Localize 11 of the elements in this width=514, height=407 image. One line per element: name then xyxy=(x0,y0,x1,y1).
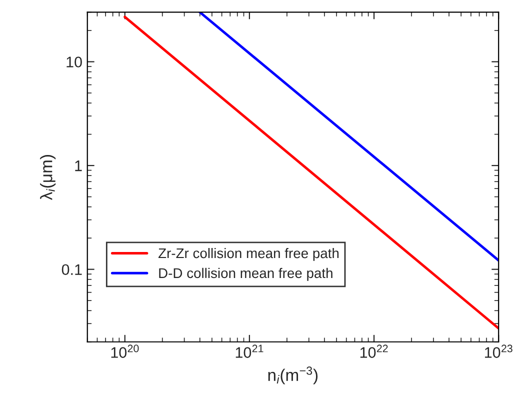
x-tick-label: 10$^{21}$ xyxy=(236,344,264,358)
legend-label: Zr-Zr collision mean free path xyxy=(158,248,339,261)
x-tick-label: 10$^{23}$ xyxy=(485,344,512,358)
y-tick-label: 10 xyxy=(66,56,82,68)
y-tick-label: 1 xyxy=(75,160,82,172)
x-tick-label: 10$^{22}$ xyxy=(360,344,388,358)
x-axis-title: n$_{i}$(m$^{−3}$) xyxy=(268,366,318,384)
x-tick-label: 10$^{20}$ xyxy=(111,344,139,358)
legend-label: D-D collision mean free path xyxy=(159,268,332,281)
y-axis-title: λ$_{i}$(μm) xyxy=(40,155,56,200)
y-tick-label: 0.1 xyxy=(62,264,82,276)
